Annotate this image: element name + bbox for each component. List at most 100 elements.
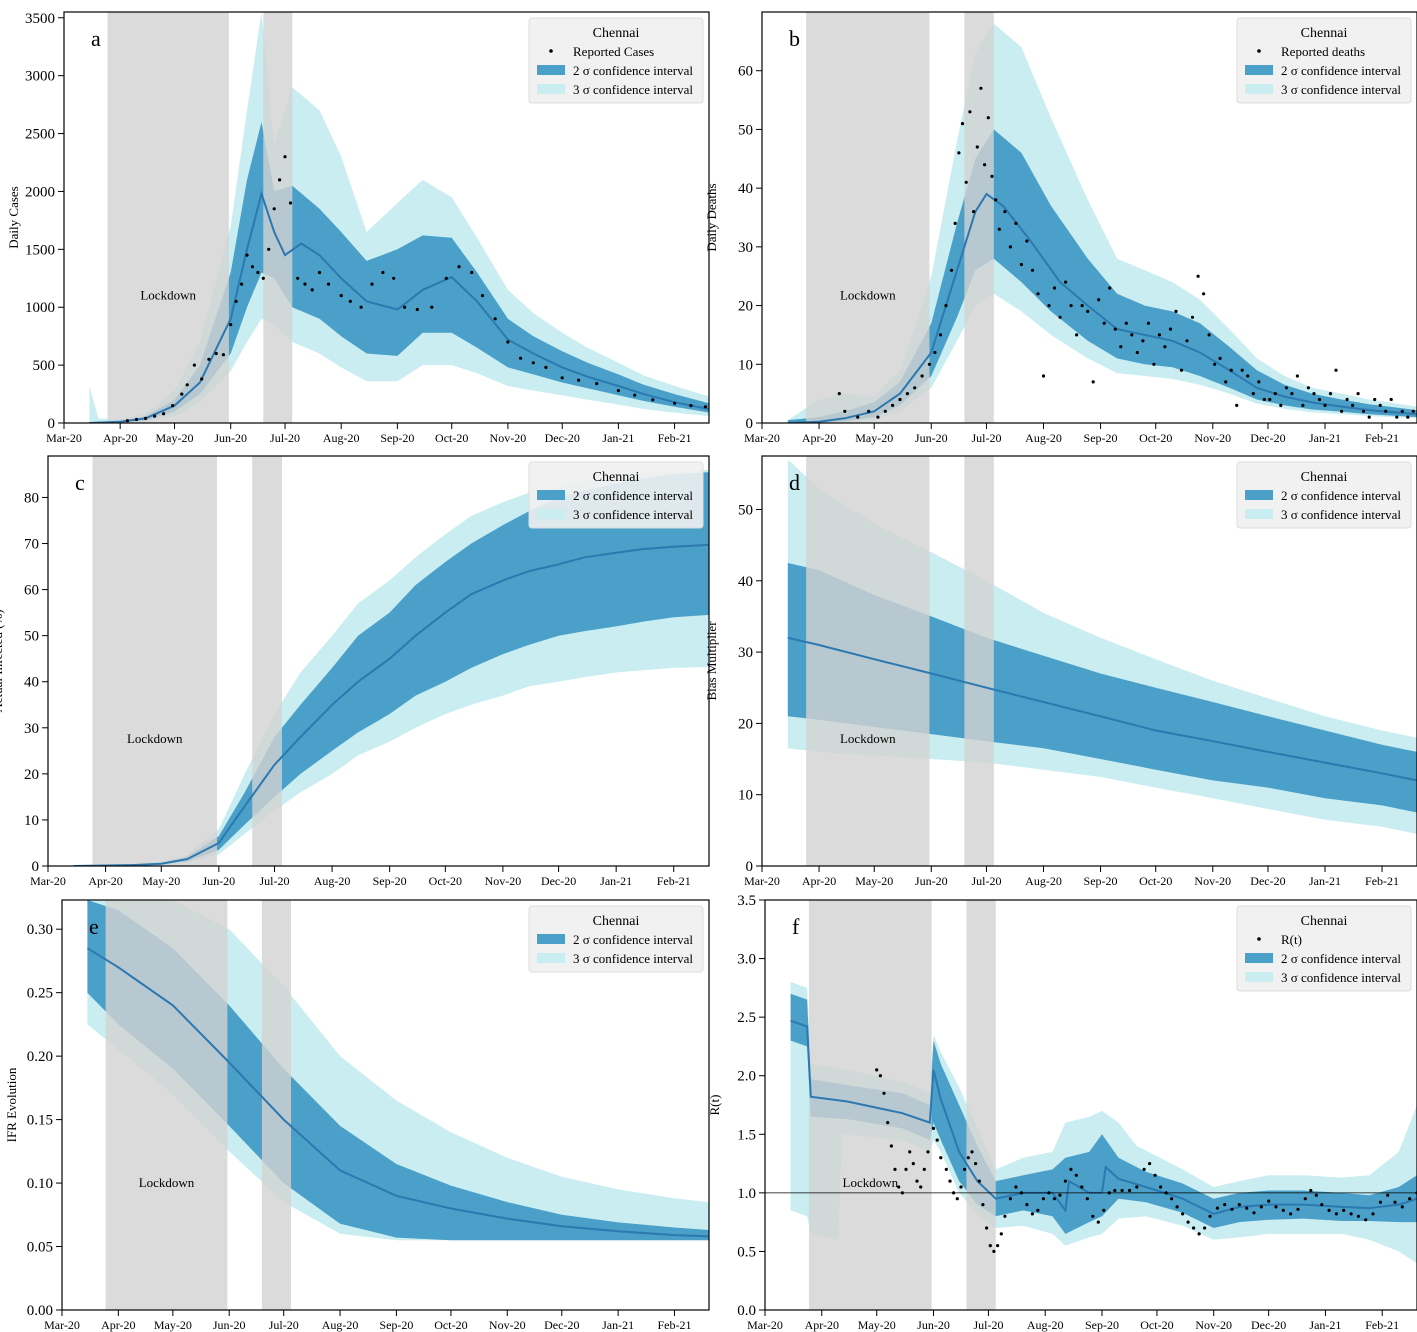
data-point — [1203, 1226, 1207, 1230]
data-point — [1174, 309, 1178, 313]
data-point — [1252, 1211, 1256, 1215]
y-tick-label: 50 — [738, 122, 753, 138]
data-point — [633, 393, 637, 397]
data-point — [878, 1074, 883, 1078]
data-point — [392, 276, 396, 280]
data-point — [1069, 1167, 1073, 1171]
lockdown-label: Lockdown — [840, 288, 896, 303]
plot-frame — [764, 899, 1417, 1311]
data-point — [288, 201, 293, 205]
data-point — [192, 363, 196, 367]
chart-panel-b: Lockdown 0 10 20 30 40 50 60 Mar-20 Apr-20 May-20 J… — [704, 11, 1417, 445]
data-point — [470, 270, 474, 275]
data-point — [1295, 374, 1299, 378]
data-point — [843, 409, 847, 413]
legend-item-label: 2 σ confidence interval — [1281, 951, 1401, 966]
median-line — [787, 636, 1417, 782]
data-point — [1384, 409, 1388, 413]
data-point — [1229, 368, 1233, 372]
panel-letter: b — [789, 26, 800, 51]
x-tick-label: May-20 — [142, 874, 180, 888]
data-point — [1393, 1200, 1397, 1204]
data-point — [1064, 280, 1068, 284]
data-point — [1411, 409, 1415, 413]
data-point — [1223, 1203, 1227, 1207]
legend-swatch-ci3 — [537, 953, 565, 963]
x-tick-label: May-20 — [156, 431, 194, 445]
x-tick-label: Jan-21 — [602, 1318, 634, 1332]
data-point — [326, 282, 331, 286]
data-point — [283, 155, 287, 159]
data-point — [882, 1091, 886, 1095]
data-point — [1019, 262, 1024, 267]
data-point — [1207, 333, 1211, 337]
data-point — [1314, 1193, 1318, 1197]
data-point — [1327, 1208, 1331, 1212]
y-tick-label: 0.10 — [27, 1176, 53, 1192]
data-point — [1153, 1173, 1157, 1177]
data-point — [1113, 327, 1117, 331]
data-point — [952, 1191, 956, 1195]
x-tick-label: Jun-20 — [214, 431, 247, 445]
data-point — [1378, 1200, 1382, 1204]
x-tick-label: Apr-20 — [101, 1318, 135, 1332]
data-point — [997, 227, 1001, 231]
y-axis-label: IFR Evolution — [4, 1067, 19, 1142]
data-point — [1159, 1185, 1163, 1189]
x-tick-label: Dec-20 — [541, 874, 576, 888]
x-tick-label: Aug-20 — [322, 1318, 359, 1332]
y-tick-label: 1000 — [25, 300, 55, 316]
data-point — [875, 1068, 879, 1072]
y-tick-label: 3000 — [25, 69, 55, 85]
data-point — [1202, 292, 1206, 296]
data-point — [1351, 403, 1355, 407]
legend-item-label: 2 σ confidence interval — [1281, 63, 1401, 78]
data-point — [125, 419, 129, 423]
data-point — [370, 282, 374, 286]
legend-swatch-ci3 — [1245, 972, 1273, 982]
legend-item-label: 3 σ confidence interval — [573, 507, 693, 522]
chart-panel-e: Lockdown 0.00 0.05 0.10 0.15 0.20 0.25 0.30 Mar-… — [4, 899, 710, 1332]
x-tick-label: Mar-20 — [744, 431, 780, 445]
data-point — [1362, 409, 1366, 413]
x-tick-label: Aug-20 — [314, 874, 351, 888]
plot-frame — [61, 899, 710, 1311]
x-tick-label: Aug-20 — [1025, 431, 1062, 445]
x-tick-label: May-20 — [858, 1318, 896, 1332]
y-tick-label: 10 — [738, 357, 753, 373]
legend-item-label: Reported Cases — [573, 44, 654, 59]
data-point — [1014, 1185, 1018, 1189]
legend: Chennai 2 σ confidence interval 3 σ confid… — [528, 461, 704, 529]
data-point — [1047, 1191, 1051, 1195]
y-tick-label: 40 — [738, 181, 753, 197]
y-tick-label: 3.5 — [737, 893, 756, 909]
data-point — [905, 392, 910, 396]
data-point — [911, 1162, 915, 1166]
data-point — [1257, 380, 1261, 384]
data-point — [261, 276, 265, 280]
data-point — [986, 116, 990, 120]
data-point — [1395, 415, 1399, 419]
data-point — [1058, 315, 1062, 319]
data-point — [1224, 380, 1228, 384]
data-point — [1108, 286, 1112, 290]
data-point — [153, 414, 157, 418]
data-point — [1091, 380, 1095, 384]
data-point — [919, 1185, 923, 1189]
data-point — [1130, 333, 1134, 337]
data-point — [891, 403, 895, 407]
data-point — [1246, 374, 1250, 378]
data-point — [999, 1232, 1003, 1236]
data-point — [955, 1197, 959, 1201]
x-tick-label: Mar-20 — [30, 874, 66, 888]
data-point — [979, 86, 983, 90]
data-point — [180, 392, 184, 396]
data-point — [1135, 1185, 1139, 1189]
y-tick-label: 60 — [738, 64, 753, 80]
data-point — [1074, 1173, 1078, 1177]
y-tick-label: 1500 — [25, 242, 55, 258]
data-point — [1309, 1188, 1313, 1193]
y-tick-label: 2.0 — [737, 1069, 756, 1085]
x-tick-label: Feb-21 — [658, 431, 692, 445]
data-point — [1148, 1162, 1152, 1166]
